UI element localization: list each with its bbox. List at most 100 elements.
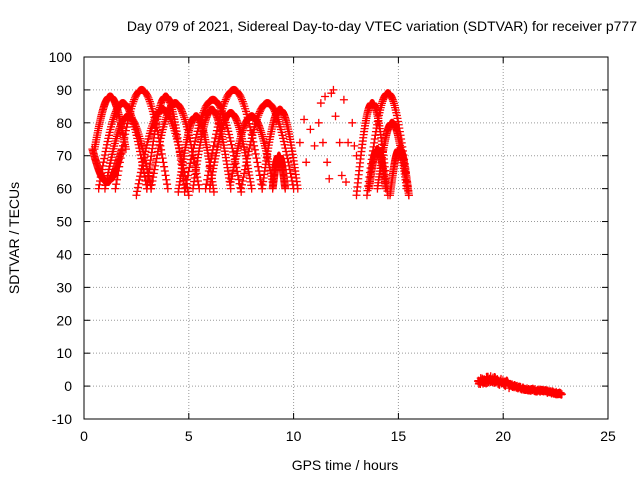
y-tick-label: 80 bbox=[56, 115, 72, 131]
arc-point bbox=[151, 158, 160, 167]
arc-point bbox=[191, 137, 200, 146]
arc-point bbox=[131, 120, 140, 129]
y-tick-label: 90 bbox=[56, 82, 72, 98]
arc-point bbox=[211, 133, 220, 142]
arc-point bbox=[247, 184, 256, 193]
arc-point bbox=[114, 167, 123, 176]
scatter-point bbox=[329, 85, 338, 94]
arc-point bbox=[242, 158, 251, 167]
arc-point bbox=[115, 162, 124, 171]
arc-point bbox=[240, 165, 249, 174]
x-tick-label: 25 bbox=[600, 428, 616, 444]
arc-point bbox=[154, 144, 163, 153]
data-points bbox=[88, 85, 566, 399]
arc-point bbox=[183, 175, 192, 184]
arc-point bbox=[149, 169, 158, 178]
x-tick-label: 20 bbox=[495, 428, 511, 444]
y-tick-label: 10 bbox=[56, 345, 72, 361]
arc-point bbox=[229, 147, 238, 156]
arc-point bbox=[255, 109, 264, 118]
scatter-point bbox=[310, 141, 319, 150]
arc-point bbox=[244, 147, 253, 156]
cluster-point bbox=[557, 390, 566, 399]
arc-point bbox=[237, 93, 246, 102]
scatter-point bbox=[342, 178, 350, 187]
arc-point bbox=[181, 183, 190, 192]
arc-point bbox=[252, 154, 261, 163]
arc-point bbox=[149, 173, 158, 182]
y-tick-label: 100 bbox=[49, 49, 73, 65]
arc-point bbox=[233, 167, 242, 176]
arc-point bbox=[153, 147, 162, 156]
arc-point bbox=[184, 167, 193, 176]
arc-point bbox=[220, 97, 229, 106]
arc-point bbox=[132, 191, 141, 200]
arc-point bbox=[140, 150, 149, 159]
arc-point bbox=[240, 169, 249, 178]
arc-point bbox=[147, 180, 156, 189]
scatter-point bbox=[302, 158, 311, 167]
arc-point bbox=[101, 147, 110, 156]
arc-point bbox=[243, 154, 252, 163]
arc-point bbox=[237, 95, 246, 104]
arc-point bbox=[225, 133, 234, 142]
y-tick-label: 30 bbox=[56, 279, 72, 295]
scatter-point bbox=[300, 115, 309, 124]
arc-point bbox=[202, 180, 211, 189]
arc-point bbox=[234, 175, 243, 184]
arc-point bbox=[143, 92, 152, 101]
x-tick-label: 0 bbox=[80, 428, 88, 444]
scatter-point bbox=[339, 95, 348, 104]
arc-point bbox=[111, 109, 120, 118]
y-tick-label: 0 bbox=[64, 378, 72, 394]
arc-point bbox=[241, 161, 250, 170]
arc-point bbox=[139, 154, 148, 163]
arc-point bbox=[237, 184, 246, 193]
axis-ticks: 0 5 10 15 20 25 -10 0 10 20 30 40 50 60 70 80 90 100 bbox=[49, 49, 616, 444]
arc-point bbox=[136, 172, 145, 181]
arc-point bbox=[132, 124, 141, 133]
scatter-point bbox=[337, 171, 346, 180]
arc-point bbox=[160, 167, 169, 176]
arc-point bbox=[208, 149, 217, 158]
arc-point bbox=[145, 95, 154, 104]
scatter-point bbox=[350, 141, 359, 150]
arc-point bbox=[118, 141, 127, 150]
arc-point bbox=[184, 191, 193, 200]
arc-point bbox=[100, 151, 109, 160]
arc-point bbox=[283, 154, 292, 163]
arc-point bbox=[236, 92, 245, 101]
arc-point bbox=[131, 122, 140, 131]
arc-point bbox=[287, 173, 296, 182]
arc-point bbox=[209, 141, 218, 150]
arc-point bbox=[133, 183, 142, 192]
arc-point bbox=[243, 151, 252, 160]
y-tick-label: 40 bbox=[56, 246, 72, 262]
scatter-point bbox=[314, 118, 323, 127]
scatter-point bbox=[344, 138, 353, 147]
arc-point bbox=[180, 187, 189, 196]
arc-point bbox=[113, 171, 122, 180]
arc-point bbox=[115, 124, 124, 133]
arc-point bbox=[144, 93, 153, 102]
x-axis-label: GPS time / hours bbox=[291, 457, 399, 473]
arc-point bbox=[134, 179, 143, 188]
plot-frame bbox=[83, 56, 609, 420]
arc-point bbox=[186, 159, 195, 168]
arc-point bbox=[178, 109, 187, 118]
x-tick-label: 10 bbox=[286, 428, 302, 444]
scatter-point bbox=[321, 92, 330, 101]
arc-point bbox=[148, 176, 157, 185]
arc-point bbox=[118, 145, 127, 154]
grid-lines bbox=[84, 57, 608, 419]
arc-point bbox=[404, 191, 413, 200]
arc-point bbox=[160, 162, 169, 171]
scatter-point bbox=[325, 174, 334, 183]
arc-point bbox=[153, 151, 162, 160]
arc-point bbox=[111, 184, 120, 193]
arc-point bbox=[285, 161, 294, 170]
arc-point bbox=[284, 158, 293, 167]
arc-point bbox=[102, 144, 111, 153]
arc-point bbox=[177, 105, 186, 114]
arc-point bbox=[207, 154, 216, 163]
